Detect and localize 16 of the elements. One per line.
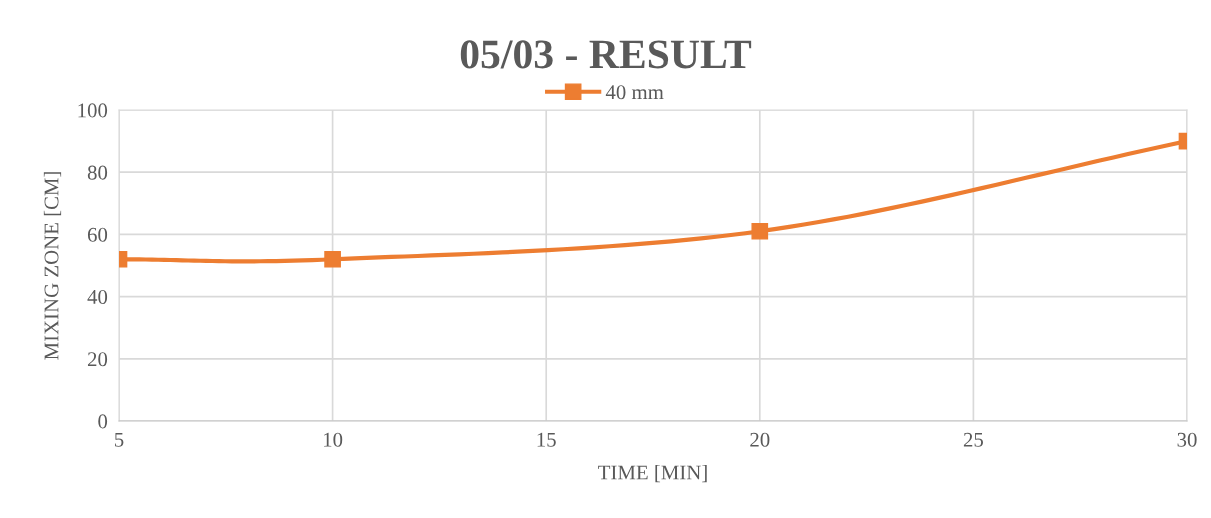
y-tick-label: 20 [87, 352, 108, 367]
x-tick-label: 15 [537, 432, 556, 447]
x-tick-label: 25 [963, 432, 983, 447]
x-tick-label: 20 [750, 432, 770, 447]
chart-title: 05/03 - RESULT [460, 40, 752, 69]
y-tick-label: 40 [87, 289, 108, 305]
y-tick-label: 60 [87, 227, 108, 242]
y-tick-label: 0 [98, 414, 108, 429]
y-tick-label: 80 [87, 165, 108, 180]
legend-label: 40 mm [605, 85, 664, 100]
y-axis-title: MIXING ZONE [CM] [43, 172, 62, 360]
x-tick-label: 10 [324, 432, 343, 447]
x-axis-title: TIME [MIN] [598, 464, 707, 483]
x-tick-label: 30 [1177, 432, 1197, 447]
y-tick-label: 100 [78, 103, 108, 118]
x-tick-label: 5 [115, 432, 124, 447]
